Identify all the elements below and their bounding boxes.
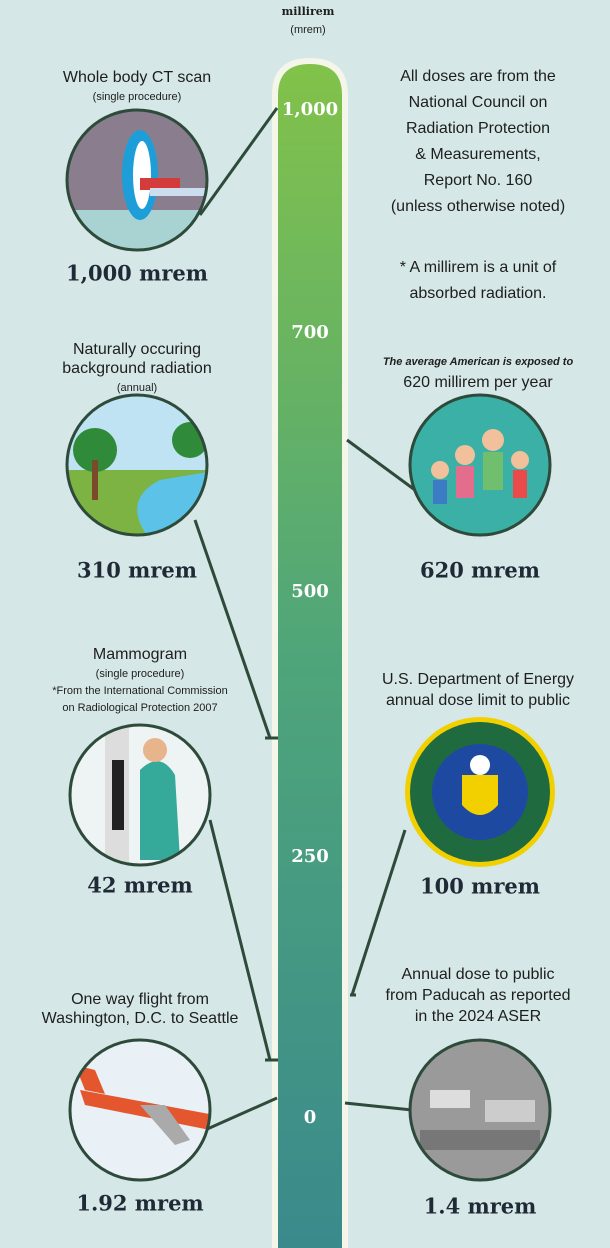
header-unit: (mrem) bbox=[290, 24, 325, 36]
scale-bar bbox=[278, 64, 342, 1248]
dose-value: 42 mrem bbox=[87, 873, 192, 898]
source-note: & Measurements, bbox=[415, 146, 540, 163]
item-title: background radiation bbox=[62, 360, 211, 377]
item-title: Whole body CT scan bbox=[63, 69, 211, 86]
item-note: (single procedure) bbox=[96, 668, 185, 680]
source-note: All doses are from the bbox=[400, 68, 556, 85]
item-title: One way flight from bbox=[71, 991, 209, 1008]
item-title: Washington, D.C. to Seattle bbox=[42, 1010, 239, 1027]
item-note: (single procedure) bbox=[93, 91, 182, 103]
dose-value: 1.92 mrem bbox=[76, 1191, 203, 1216]
source-note: (unless otherwise noted) bbox=[391, 198, 565, 215]
source-note: Report No. 160 bbox=[424, 172, 533, 189]
infographic: millirem (mrem) 1,000 700 500 250 0 Whole body … bbox=[0, 0, 610, 1248]
source-note: National Council on bbox=[409, 94, 548, 111]
item-note: on Radiological Protection 2007 bbox=[62, 702, 217, 714]
item-lead: The average American is exposed to bbox=[383, 356, 574, 368]
scale-label: 0 bbox=[304, 1107, 317, 1128]
scale-label: 700 bbox=[291, 322, 329, 343]
scale-label: 1,000 bbox=[282, 99, 338, 120]
dose-value: 1.4 mrem bbox=[424, 1194, 537, 1219]
scale-label: 500 bbox=[291, 581, 329, 602]
dose-value: 310 mrem bbox=[77, 558, 197, 583]
item-title: 620 millirem per year bbox=[403, 374, 553, 391]
item-title: Annual dose to public bbox=[402, 966, 555, 983]
definition-note: * A millirem is a unit of bbox=[400, 259, 557, 276]
item-title: from Paducah as reported bbox=[386, 987, 571, 1004]
source-note: Radiation Protection bbox=[406, 120, 550, 137]
item-note: (annual) bbox=[117, 382, 157, 394]
item-title: annual dose limit to public bbox=[386, 692, 570, 709]
item-title: U.S. Department of Energy bbox=[382, 671, 574, 688]
scale-label: 250 bbox=[291, 846, 329, 867]
item-title: Naturally occuring bbox=[73, 341, 201, 358]
item-note: *From the International Commission bbox=[52, 685, 227, 697]
dose-value: 1,000 mrem bbox=[66, 261, 208, 286]
dose-value: 620 mrem bbox=[420, 558, 540, 583]
header-title: millirem bbox=[282, 5, 335, 18]
item-title: Mammogram bbox=[93, 646, 187, 663]
item-title: in the 2024 ASER bbox=[415, 1008, 541, 1025]
dose-value: 100 mrem bbox=[420, 874, 540, 899]
definition-note: absorbed radiation. bbox=[410, 285, 547, 302]
